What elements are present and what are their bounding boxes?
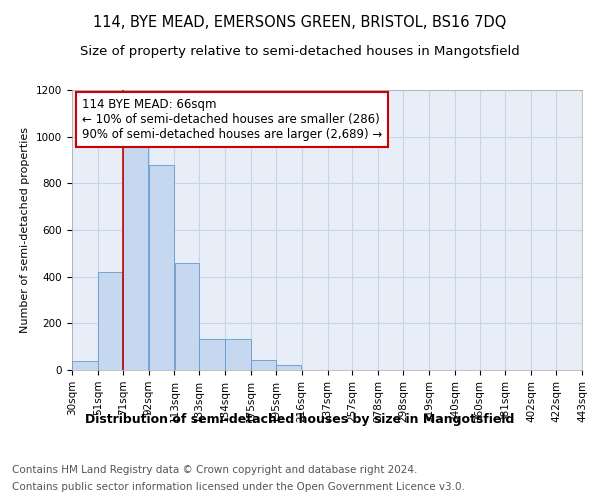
Bar: [251, 360, 275, 370]
Bar: [175, 262, 199, 370]
Bar: [226, 338, 251, 370]
Bar: [276, 366, 301, 370]
Bar: [123, 136, 148, 370]
Text: 114 BYE MEAD: 66sqm
← 10% of semi-detached houses are smaller (286)
90% of semi-: 114 BYE MEAD: 66sqm ← 10% of semi-detach…: [82, 98, 382, 142]
Text: Size of property relative to semi-detached houses in Mangotsfield: Size of property relative to semi-detach…: [80, 45, 520, 58]
Y-axis label: Number of semi-detached properties: Number of semi-detached properties: [20, 127, 31, 333]
Bar: [149, 164, 175, 370]
Text: Contains HM Land Registry data © Crown copyright and database right 2024.: Contains HM Land Registry data © Crown c…: [12, 465, 418, 475]
Bar: [72, 360, 98, 370]
Bar: [199, 338, 225, 370]
Bar: [98, 272, 122, 370]
Text: Distribution of semi-detached houses by size in Mangotsfield: Distribution of semi-detached houses by …: [85, 412, 515, 426]
Text: 114, BYE MEAD, EMERSONS GREEN, BRISTOL, BS16 7DQ: 114, BYE MEAD, EMERSONS GREEN, BRISTOL, …: [94, 15, 506, 30]
Text: Contains public sector information licensed under the Open Government Licence v3: Contains public sector information licen…: [12, 482, 465, 492]
